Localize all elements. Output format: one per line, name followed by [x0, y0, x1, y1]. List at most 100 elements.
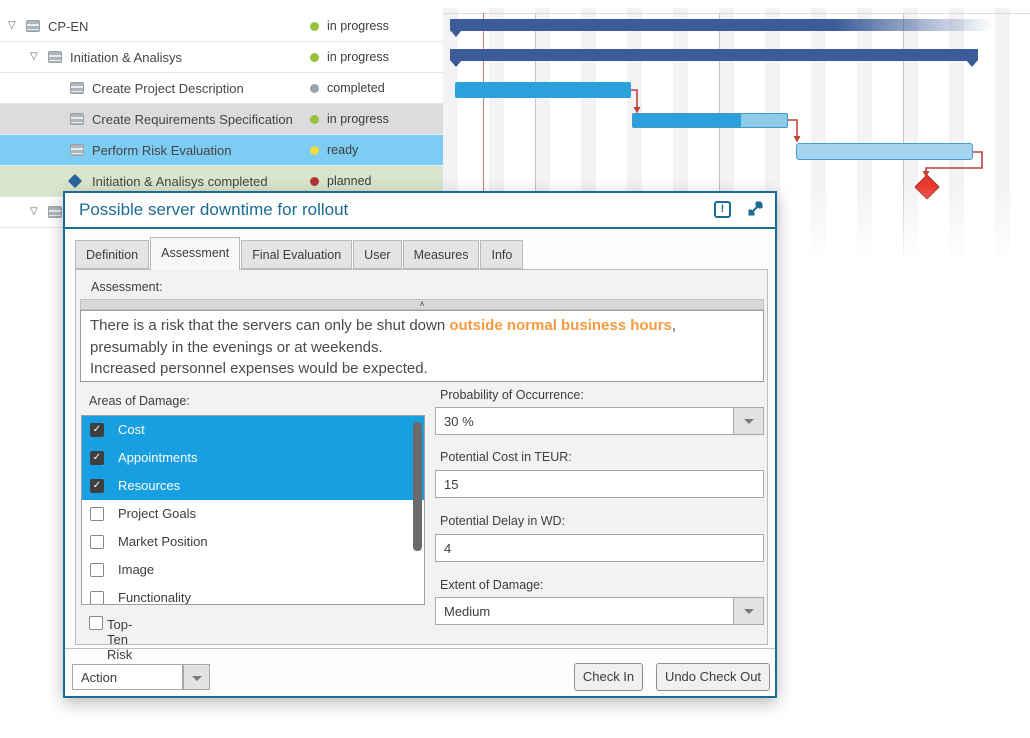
assessment-textarea[interactable]: There is a risk that the servers can onl… [80, 310, 764, 382]
listbox-scrollbar[interactable] [413, 422, 422, 551]
action-dropdown: Action [72, 664, 210, 690]
tab-user[interactable]: User [353, 240, 402, 269]
damage-area-checkbox[interactable] [90, 507, 104, 521]
field-label: Probability of Occurrence: [440, 388, 584, 402]
status-label: in progress [327, 50, 389, 64]
task-icon [70, 82, 84, 94]
assessment-label: Assessment: [91, 280, 163, 294]
status-dot [310, 115, 319, 124]
damage-area-checkbox[interactable]: ✓ [90, 479, 104, 493]
damage-area-item[interactable]: Image [82, 556, 424, 584]
status-dot [310, 146, 319, 155]
gantt-task-bar[interactable] [796, 143, 973, 160]
expander-icon[interactable]: ▽ [30, 51, 38, 62]
footer-separator [65, 648, 775, 649]
assessment-tab-panel: Assessment: ∧ There is a risk that the s… [75, 269, 768, 662]
gantt-task-bar[interactable] [455, 82, 631, 98]
gantt-top-gridline [443, 13, 1030, 14]
tree-row[interactable]: Perform Risk Evaluation ready [0, 135, 443, 166]
field-label: Potential Delay in WD: [440, 514, 566, 528]
status-label: in progress [327, 112, 389, 126]
expander-icon[interactable]: ▽ [30, 206, 38, 217]
damage-area-label: Project Goals [118, 506, 197, 521]
risk-dialog: Possible server downtime for rollout ! D… [63, 191, 777, 698]
task-icon [48, 206, 62, 218]
damage-area-label: Image [118, 562, 155, 577]
expander-icon[interactable]: ▽ [8, 20, 16, 31]
editor-toolbar-collapsed[interactable]: ∧ [80, 299, 764, 310]
text-input-field: 4 [435, 534, 764, 562]
alert-icon[interactable]: ! [714, 201, 731, 218]
damage-area-label: Appointments [118, 450, 198, 465]
field-value[interactable]: 4 [435, 534, 764, 562]
dialog-header: Possible server downtime for rollout ! [65, 193, 775, 229]
summary-tip-icon [450, 60, 462, 67]
top-ten-risk-checkbox[interactable] [89, 616, 103, 630]
tab-definition[interactable]: Definition [75, 240, 150, 269]
gantt-gridline [719, 13, 720, 265]
field-value[interactable]: 15 [435, 470, 764, 498]
damage-area-checkbox[interactable] [90, 591, 104, 604]
damage-area-label: Functionality [118, 590, 191, 605]
gantt-connectors [631, 89, 983, 178]
field-value[interactable]: 30 % [435, 407, 764, 435]
task-icon [48, 51, 62, 63]
task-icon [26, 20, 40, 32]
tree-row-label: Create Requirements Specification [92, 112, 293, 127]
task-icon [70, 113, 84, 125]
status-dot [310, 53, 319, 62]
tree-row[interactable]: Create Requirements Specification in prog… [0, 104, 443, 135]
tree-row-label: Perform Risk Evaluation [92, 143, 232, 158]
gantt-summary-bar[interactable] [450, 19, 1000, 37]
status-label: planned [327, 174, 372, 188]
tree-row[interactable]: ▽ Initiation & Analisys in progress [0, 42, 443, 73]
today-line [483, 13, 484, 253]
undo-check-out-button[interactable]: Undo Check Out [656, 663, 770, 691]
areas-of-damage-listbox: ✓ Cost ✓ Appointments ✓ Resources Project Goal… [81, 415, 425, 605]
status-label: completed [327, 81, 385, 95]
status-label: in progress [327, 19, 389, 33]
damage-area-label: Resources [118, 478, 181, 493]
damage-area-item[interactable]: Functionality [82, 584, 424, 605]
field-value[interactable]: Medium [435, 597, 764, 625]
damage-area-item[interactable]: ✓ Cost [82, 416, 424, 444]
damage-area-item[interactable]: ✓ Resources [82, 472, 424, 500]
damage-area-item[interactable]: Market Position [82, 528, 424, 556]
damage-area-label: Cost [118, 422, 145, 437]
action-dropdown-button[interactable] [183, 664, 210, 690]
status-dot [310, 177, 319, 186]
assessment-text-line: Increased personnel expenses would be ex… [90, 360, 428, 377]
assessment-text-line: There is a risk that the servers can onl… [90, 317, 677, 334]
action-dropdown-value[interactable]: Action [72, 664, 183, 690]
listbox-items: ✓ Cost ✓ Appointments ✓ Resources Project Goal… [82, 416, 424, 605]
tab-strip: Definition Assessment Final Evaluation User… [75, 237, 524, 270]
damage-area-item[interactable]: Project Goals [82, 500, 424, 528]
task-icon [70, 144, 84, 156]
tree-row-label: Initiation & Analisys completed [92, 174, 268, 189]
gantt-gridline [535, 13, 536, 265]
damage-area-item[interactable]: ✓ Appointments [82, 444, 424, 472]
damage-area-checkbox[interactable]: ✓ [90, 451, 104, 465]
damage-area-checkbox[interactable] [90, 535, 104, 549]
field-label: Extent of Damage: [440, 578, 544, 592]
areas-of-damage-label: Areas of Damage: [89, 394, 190, 408]
summary-tip-icon [966, 60, 978, 67]
tab-assessment[interactable]: Assessment [150, 237, 241, 270]
expand-icon[interactable] [746, 200, 764, 218]
tab-final-evaluation[interactable]: Final Evaluation [241, 240, 353, 269]
field-label: Potential Cost in TEUR: [440, 450, 572, 464]
gantt-task-bar[interactable] [632, 113, 788, 128]
damage-area-checkbox[interactable] [90, 563, 104, 577]
check-in-button[interactable]: Check In [574, 663, 643, 691]
status-dot [310, 84, 319, 93]
tab-info[interactable]: Info [480, 240, 524, 269]
summary-tip-icon [450, 30, 462, 37]
damage-area-label: Market Position [118, 534, 208, 549]
tree-row[interactable]: Create Project Description completed [0, 73, 443, 104]
tree-row[interactable]: ▽ CP-EN in progress [0, 11, 443, 42]
tab-measures[interactable]: Measures [402, 240, 480, 269]
dropdown-button[interactable] [733, 598, 763, 624]
damage-area-checkbox[interactable]: ✓ [90, 423, 104, 437]
gantt-summary-bar[interactable] [450, 49, 978, 67]
dropdown-button[interactable] [733, 408, 763, 434]
